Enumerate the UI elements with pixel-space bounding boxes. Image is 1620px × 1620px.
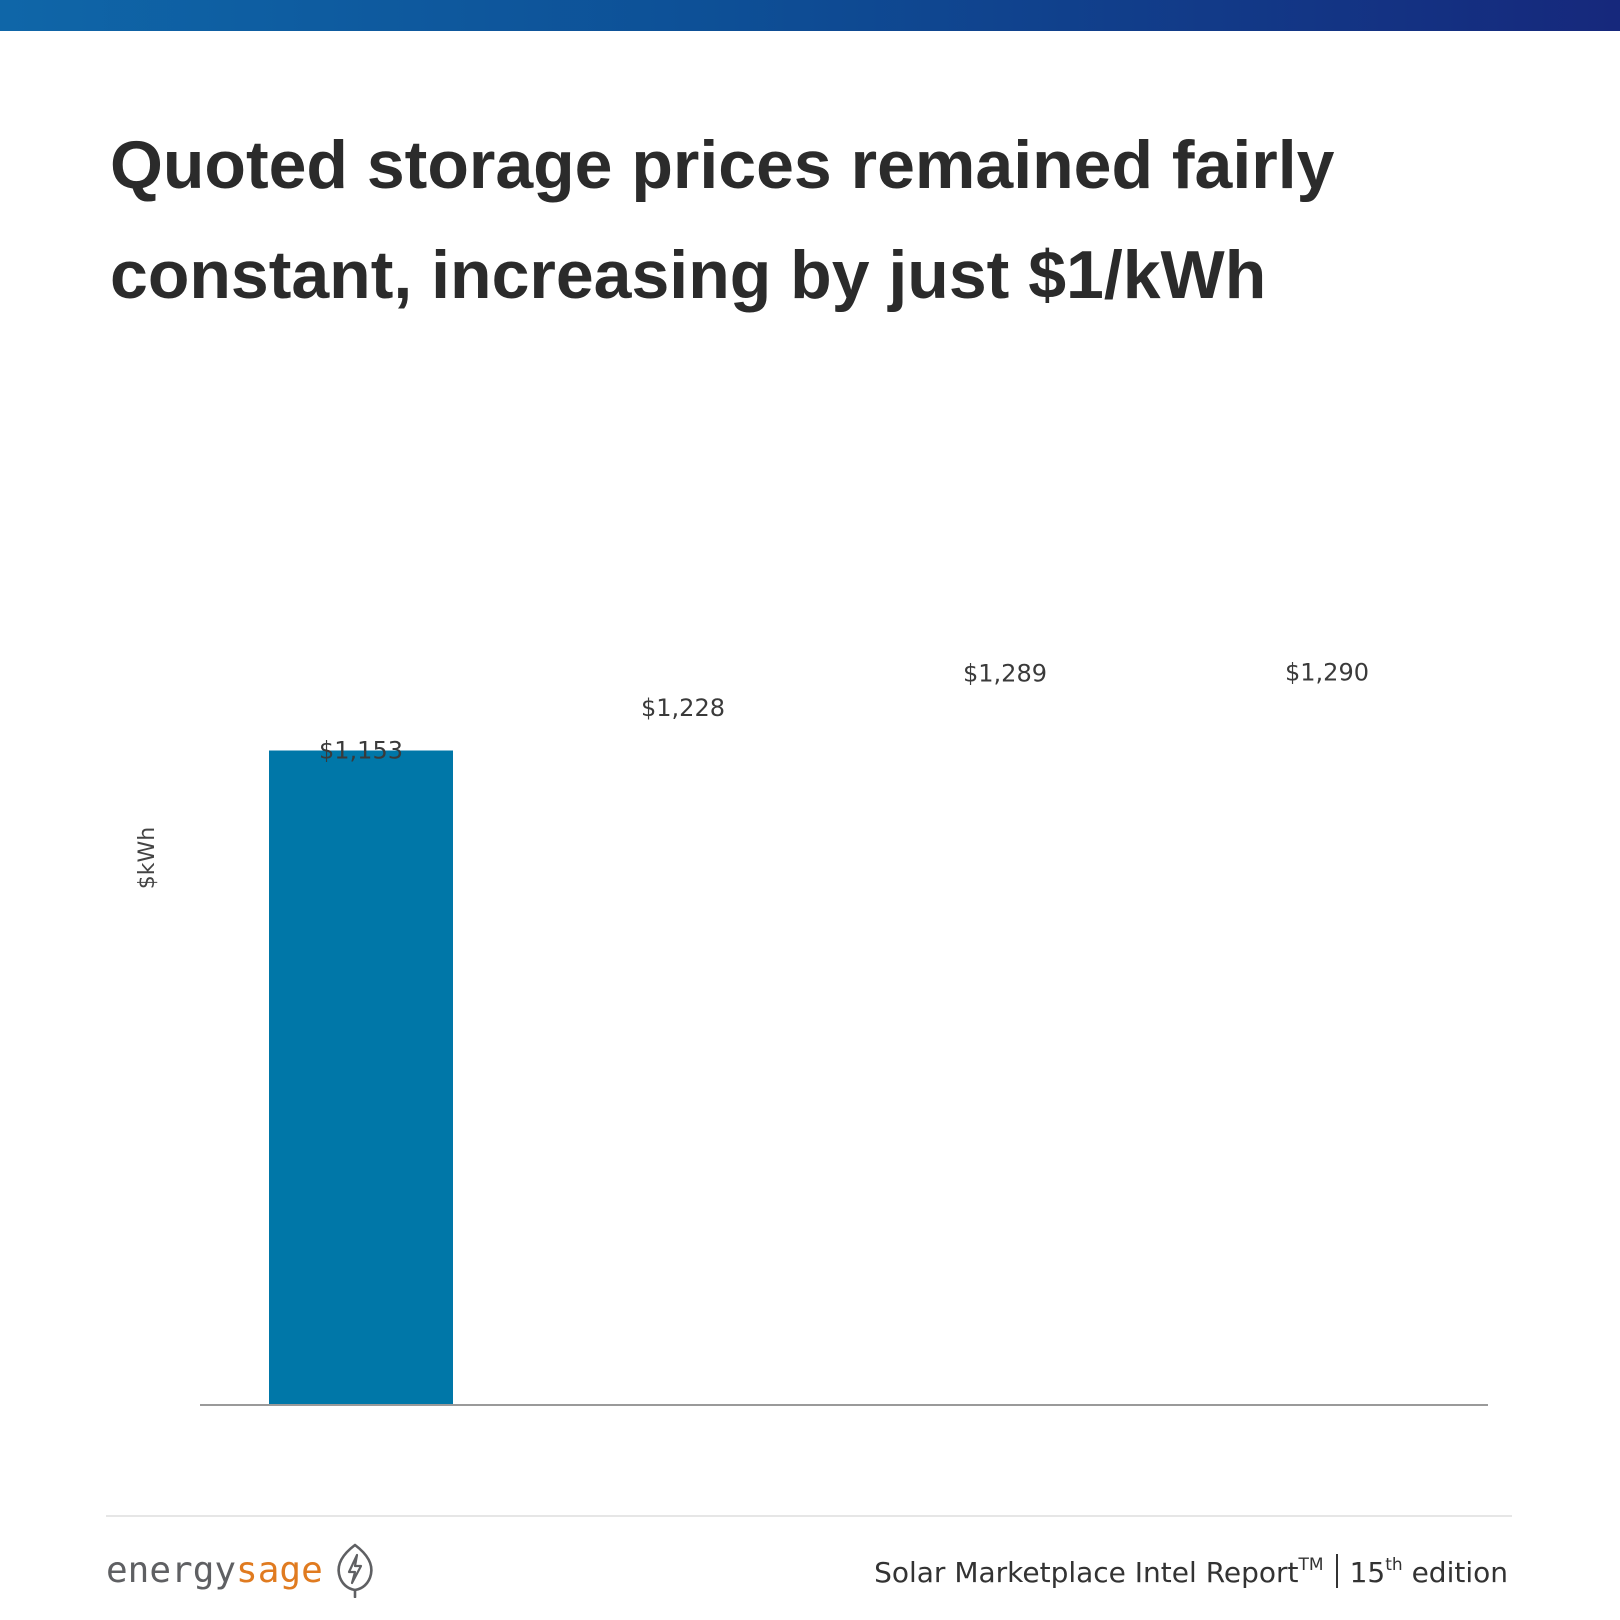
edition-number: 15 (1349, 1556, 1386, 1589)
data-label-3: $1,289 (963, 659, 1047, 687)
leaf-bolt-icon (337, 1543, 373, 1598)
energysage-logo: energysage (106, 1540, 377, 1600)
data-label-1: $1,153 (319, 737, 403, 765)
data-label-2: $1,228 (641, 694, 725, 722)
report-name: Solar Marketplace Intel Report (874, 1556, 1299, 1589)
data-label-4: $1,290 (1285, 659, 1369, 687)
credit-divider (1335, 1554, 1338, 1588)
bars-group (269, 750, 453, 1405)
edition-suffix: th (1385, 1555, 1403, 1575)
chart-title: Quoted storage prices remained fairly co… (110, 127, 1335, 313)
data-labels-group: $1,153 $1,228 $1,289 $1,290 (319, 659, 1369, 765)
bar-1 (269, 750, 453, 1405)
y-axis-label: $kWh (135, 827, 160, 889)
trademark-mark: TM (1298, 1555, 1324, 1575)
top-accent-band (0, 0, 1620, 31)
logo-sage-text: sage (236, 1549, 323, 1591)
footer-divider (106, 1515, 1512, 1517)
edition-word: edition (1411, 1556, 1508, 1589)
logo-energy-text: energy (106, 1549, 237, 1591)
